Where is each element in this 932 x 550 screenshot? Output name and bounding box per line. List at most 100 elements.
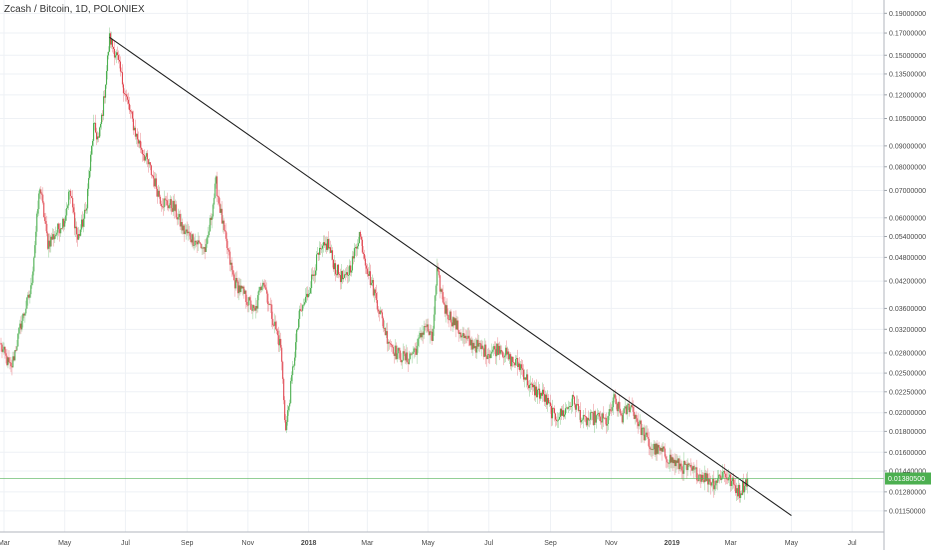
x-tick-label: Sep xyxy=(181,540,194,547)
candle-down xyxy=(243,286,245,294)
candle-down xyxy=(376,300,378,310)
candle-up xyxy=(568,406,570,408)
candle-up xyxy=(462,333,464,337)
drawing-overlays[interactable] xyxy=(0,36,884,516)
candle-up xyxy=(472,342,474,350)
candle-down xyxy=(276,329,278,331)
candle-down xyxy=(592,412,594,426)
candle-down xyxy=(377,309,379,312)
candle-down xyxy=(681,466,683,471)
candle-down xyxy=(362,252,364,255)
x-tick-label: Jul xyxy=(484,540,493,547)
candle-up xyxy=(432,328,434,341)
candle-down xyxy=(463,333,465,339)
candle-down xyxy=(437,267,439,271)
candle-down xyxy=(424,326,426,327)
candle-down xyxy=(323,242,326,246)
candle-down xyxy=(319,247,322,250)
candle-down xyxy=(247,304,249,306)
candle-down xyxy=(137,139,139,144)
candle-down xyxy=(420,333,422,338)
candle-up xyxy=(456,320,458,330)
candle-up xyxy=(324,243,327,246)
candle-up xyxy=(83,218,85,227)
candle-up xyxy=(476,339,478,353)
candle-up xyxy=(29,294,31,298)
candle-down xyxy=(158,190,160,197)
candle-down xyxy=(415,348,417,355)
candle-down xyxy=(183,225,185,234)
candle-up xyxy=(22,313,24,321)
candle-down xyxy=(268,304,270,305)
candle-down xyxy=(573,396,575,405)
candle-up xyxy=(343,274,345,278)
candle-down xyxy=(633,411,635,419)
candle-down xyxy=(640,420,642,435)
candle-down xyxy=(503,356,505,358)
candle-down xyxy=(332,259,335,270)
candle-down xyxy=(111,38,114,47)
candle-up xyxy=(641,427,643,435)
candle-down xyxy=(200,243,202,249)
candle-up xyxy=(745,479,747,487)
candle-down xyxy=(196,242,198,245)
y-tick-label: 0.15000000 xyxy=(889,53,926,60)
candle-down xyxy=(632,407,634,412)
candle-down xyxy=(109,33,112,45)
candle-down xyxy=(719,474,721,476)
candle-down xyxy=(525,377,527,380)
candle-up xyxy=(52,234,54,240)
candle-down xyxy=(428,331,430,335)
candle-down xyxy=(451,322,453,327)
candle-down xyxy=(486,356,488,360)
candle-down xyxy=(691,467,693,471)
price-axis[interactable]: 0.19000000 0.17000000 0.15000000 0.13500000… xyxy=(883,0,931,550)
candle-down xyxy=(583,414,585,416)
candle-down xyxy=(403,351,405,354)
candle-down xyxy=(284,400,286,420)
candle-up xyxy=(416,345,418,355)
candle-up xyxy=(634,414,636,419)
candle-up xyxy=(304,302,306,305)
candle-down xyxy=(517,357,519,367)
candle-down xyxy=(664,448,666,457)
candle-down xyxy=(245,290,247,302)
candle-down xyxy=(142,153,144,156)
candle-down xyxy=(566,407,568,409)
candle-up xyxy=(491,351,493,354)
candle-up xyxy=(99,123,102,128)
candle-up xyxy=(467,335,469,339)
candle-down xyxy=(594,411,596,423)
candle-up xyxy=(24,313,26,316)
candle-up xyxy=(48,240,50,249)
y-tick-label: 0.03600000 xyxy=(889,306,926,313)
candle-down xyxy=(444,304,446,314)
candle-up xyxy=(107,51,110,56)
candle-down xyxy=(267,293,269,305)
trend-line[interactable] xyxy=(109,36,792,516)
candle-down xyxy=(450,311,452,323)
candle-up xyxy=(310,288,312,294)
y-tick-label: 0.09000000 xyxy=(889,143,926,150)
candle-up xyxy=(220,208,222,213)
candle-down xyxy=(483,348,485,357)
candle-up xyxy=(563,414,565,417)
candle-up xyxy=(21,320,23,330)
candle-up xyxy=(66,208,68,216)
candle-down xyxy=(569,406,571,408)
candle-up xyxy=(434,295,436,315)
candle-up xyxy=(655,443,657,455)
candle-down xyxy=(380,310,382,313)
candle-down xyxy=(344,274,346,276)
candle-up xyxy=(595,415,597,423)
candle-down xyxy=(720,475,722,480)
candle-down xyxy=(648,438,650,448)
candle-up xyxy=(440,289,442,292)
candle-down xyxy=(604,417,606,419)
candle-down xyxy=(186,229,188,234)
x-tick-label: 2019 xyxy=(664,540,680,547)
time-axis[interactable]: Mar May Jul Sep Nov 2018 Mar May Jul Sep Nov 2019 Ma… xyxy=(0,531,884,547)
candle-down xyxy=(327,239,330,249)
